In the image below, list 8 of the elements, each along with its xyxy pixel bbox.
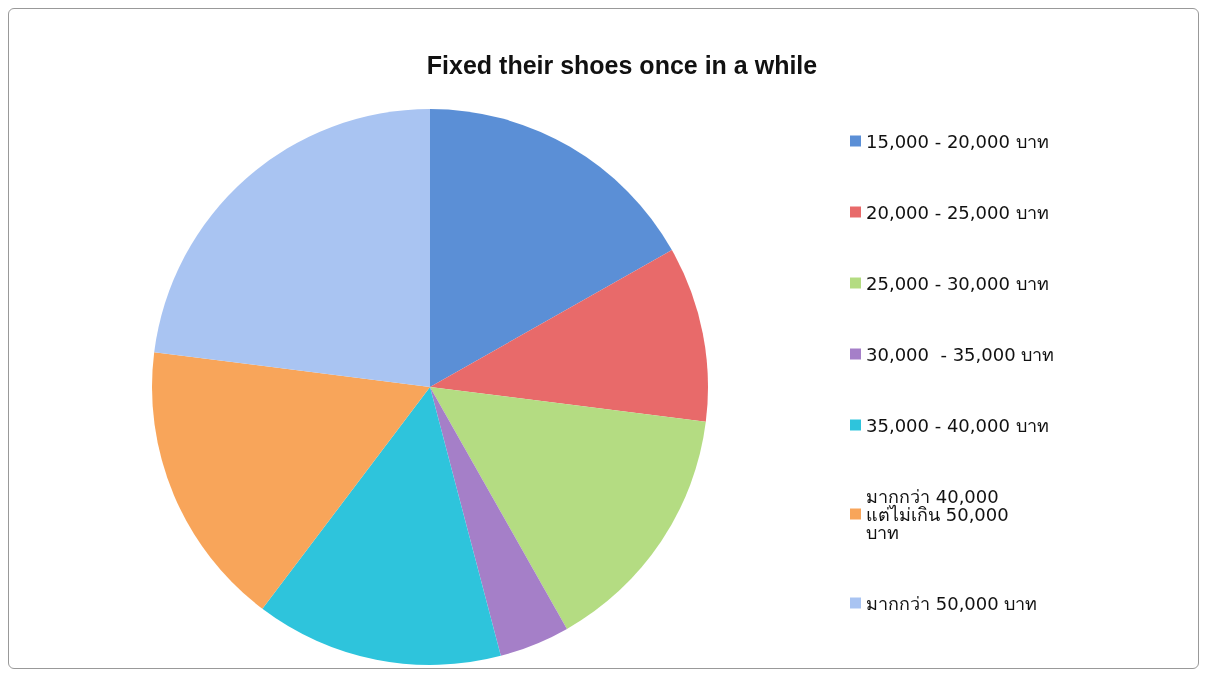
chart-title: Fixed their shoes once in a while [426, 50, 818, 79]
legend-label: 30,000 - 35,000 บาท [866, 343, 1055, 365]
legend-label: 25,000 - 30,000 บาท [866, 272, 1049, 294]
legend-label: 15,000 - 20,000 บาท [866, 130, 1049, 152]
legend-label: มากกว่า 40,000 แต่ไม่เกิน 50,000 บาท [866, 485, 1015, 543]
legend-label: มากกว่า 50,000 บาท [866, 592, 1038, 614]
legend-label: 20,000 - 25,000 บาท [866, 201, 1049, 223]
legend-label: 35,000 - 40,000 บาท [866, 414, 1049, 436]
